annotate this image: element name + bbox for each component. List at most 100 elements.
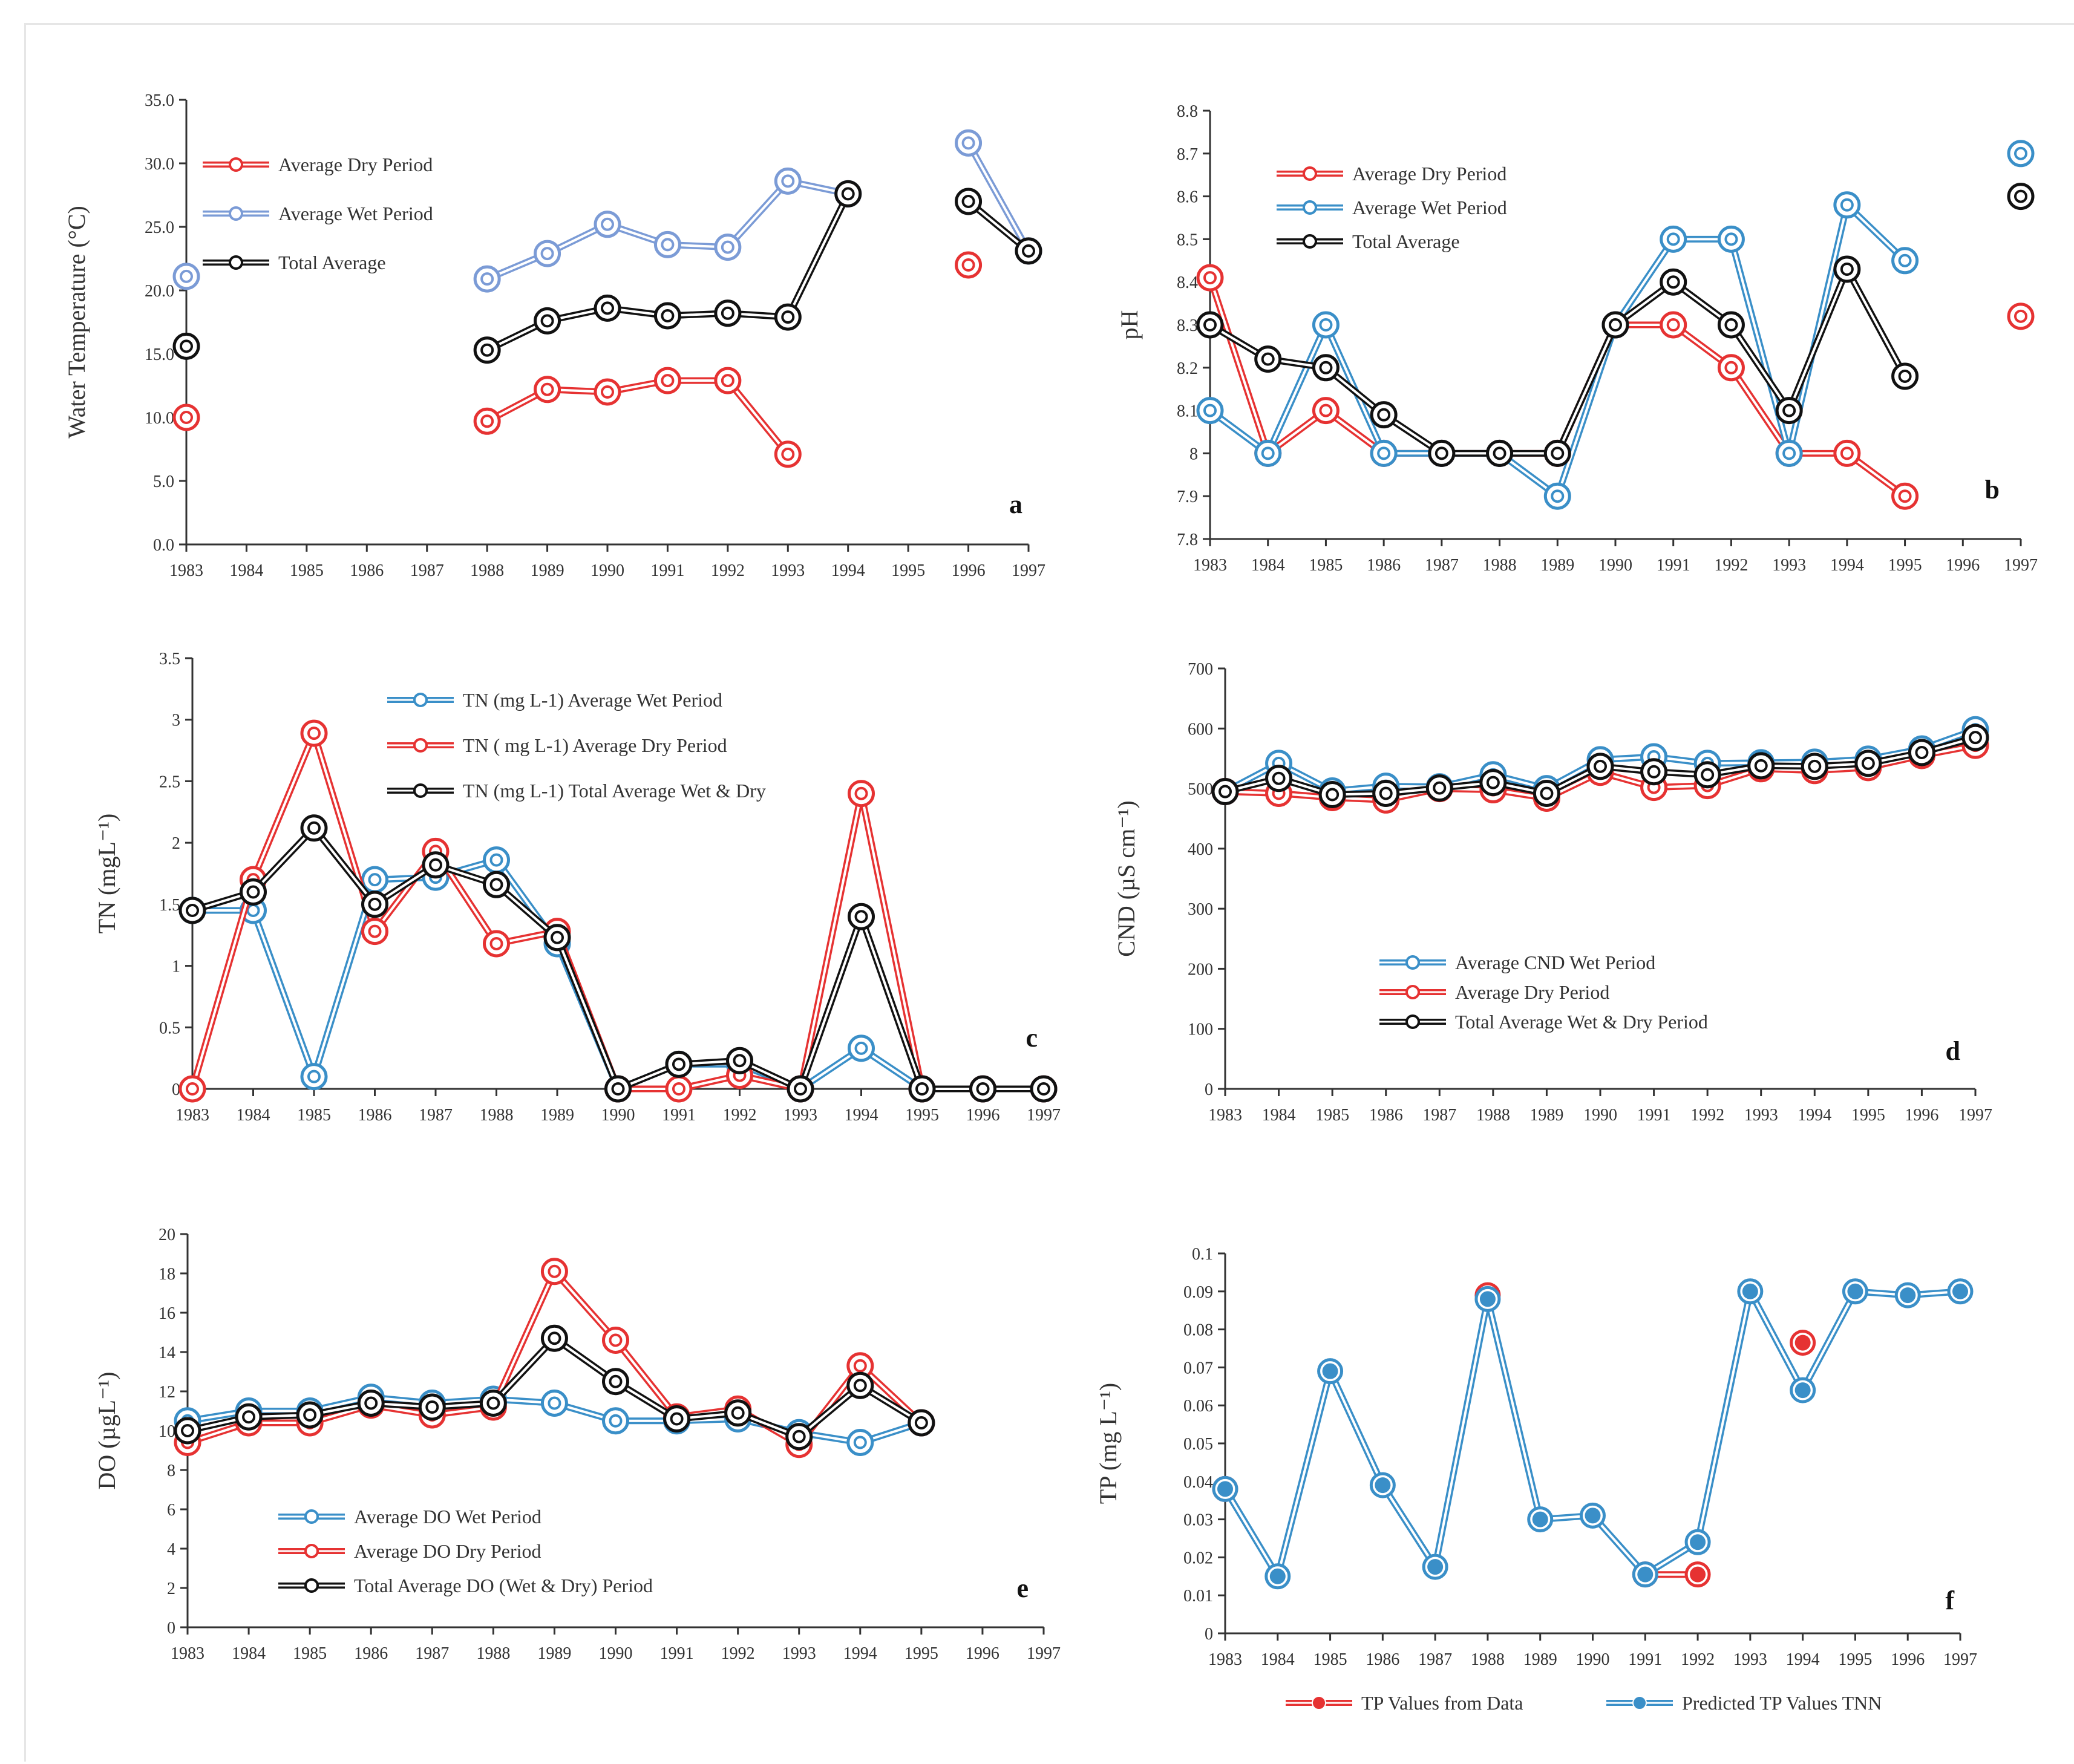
y-tick-label: 0.05 bbox=[1183, 1435, 1213, 1454]
x-tick-label: 1989 bbox=[531, 561, 564, 580]
legend-label: Average DO Wet Period bbox=[354, 1506, 541, 1527]
x-tick-label: 1995 bbox=[905, 1644, 938, 1663]
panel-label: f bbox=[1945, 1586, 1955, 1615]
data-point-fill bbox=[1794, 1334, 1811, 1351]
data-point-inner bbox=[180, 411, 193, 424]
data-point-inner bbox=[242, 1410, 256, 1424]
legend-marker bbox=[304, 1544, 319, 1558]
data-point-inner bbox=[480, 414, 494, 428]
data-point-inner bbox=[1261, 352, 1275, 366]
x-tick-label: 1984 bbox=[237, 1106, 270, 1125]
series-0 bbox=[1212, 1282, 1816, 1588]
x-tick-label: 1990 bbox=[1576, 1650, 1610, 1669]
y-tick-label: 700 bbox=[1188, 660, 1213, 679]
y-tick-label: 0 bbox=[167, 1619, 175, 1638]
x-tick-label: 1993 bbox=[1733, 1650, 1767, 1669]
y-tick-label: 20.0 bbox=[145, 282, 174, 301]
legend-marker bbox=[1405, 955, 1420, 970]
x-tick-label: 1985 bbox=[1315, 1106, 1349, 1125]
x-tick-label: 1989 bbox=[537, 1644, 571, 1663]
y-tick-label: 8 bbox=[1189, 445, 1198, 463]
data-point-inner bbox=[1666, 318, 1680, 332]
data-point-inner bbox=[1203, 403, 1217, 417]
data-point-fill bbox=[1532, 1511, 1548, 1527]
panel-label: c bbox=[1026, 1023, 1038, 1053]
x-tick-label: 1986 bbox=[358, 1106, 392, 1125]
data-point-fill bbox=[1585, 1508, 1601, 1524]
data-point-inner bbox=[601, 385, 614, 399]
legend-label: Total Average Wet & Dry Period bbox=[1455, 1011, 1708, 1033]
legend-marker bbox=[304, 1578, 319, 1593]
data-point-inner bbox=[1540, 786, 1554, 800]
panel-a: 0.0 5.0 10.0 15.0 20.0 25.0 30.0 35.0 1983 1984 19… bbox=[63, 91, 1045, 580]
data-point-inner bbox=[551, 930, 564, 944]
data-point-inner bbox=[303, 1408, 317, 1422]
legend-label: TP Values from Data bbox=[1361, 1692, 1523, 1714]
y-axis-title: TP (mg L⁻¹) bbox=[1094, 1383, 1122, 1504]
x-tick-label: 1997 bbox=[1958, 1106, 1992, 1125]
x-tick-label: 1991 bbox=[1628, 1650, 1662, 1669]
legend-label: TN ( mg L-1) Average Dry Period bbox=[463, 734, 727, 756]
data-point-inner bbox=[1377, 446, 1391, 460]
data-point-inner bbox=[1326, 788, 1340, 802]
data-point-inner bbox=[611, 1082, 625, 1096]
data-point-inner bbox=[1724, 318, 1738, 332]
y-tick-label: 7.9 bbox=[1177, 488, 1198, 506]
y-axis-title: DO (µgL⁻¹) bbox=[93, 1372, 120, 1490]
y-tick-label: 6 bbox=[167, 1501, 175, 1520]
x-tick-label: 1992 bbox=[721, 1644, 755, 1663]
data-point-inner bbox=[841, 187, 855, 201]
x-tick-label: 1997 bbox=[2004, 556, 2038, 575]
x-tick-label: 1997 bbox=[1012, 561, 1045, 580]
data-point-inner bbox=[1782, 446, 1796, 460]
y-tick-label: 300 bbox=[1188, 900, 1213, 919]
legend: TN (mg L-1) Average Wet Period TN ( mg L-… bbox=[387, 689, 766, 802]
y-tick-label: 8.4 bbox=[1177, 273, 1198, 292]
series-1 bbox=[172, 129, 1042, 293]
data-point-inner bbox=[853, 1359, 867, 1373]
data-point-inner bbox=[854, 910, 868, 924]
data-point-inner bbox=[1319, 361, 1333, 374]
data-point-inner bbox=[1808, 759, 1822, 773]
data-point-inner bbox=[661, 309, 675, 322]
x-tick-label: 1990 bbox=[1583, 1106, 1617, 1125]
x-tick-label: 1988 bbox=[1476, 1106, 1510, 1125]
data-point-inner bbox=[1666, 232, 1680, 246]
x-tick-label: 1995 bbox=[1838, 1650, 1872, 1669]
y-tick-label: 2 bbox=[167, 1579, 175, 1598]
y-tick-label: 0.1 bbox=[1192, 1245, 1213, 1264]
y-tick-label: 8.3 bbox=[1177, 316, 1198, 335]
series-0 bbox=[178, 846, 1058, 1103]
data-point-inner bbox=[1037, 1082, 1050, 1096]
y-tick-label: 14 bbox=[159, 1344, 175, 1362]
x-tick-label: 1989 bbox=[540, 1106, 574, 1125]
y-tick-label: 4 bbox=[167, 1540, 175, 1559]
data-point-inner bbox=[961, 136, 975, 150]
x-tick-label: 1996 bbox=[1946, 556, 1980, 575]
legend-label: Average DO Dry Period bbox=[354, 1540, 541, 1562]
series-line-outer bbox=[1222, 1288, 1964, 1580]
legend-label: Average CND Wet Period bbox=[1455, 952, 1655, 973]
data-point-fill bbox=[1847, 1283, 1863, 1299]
y-tick-label: 0.04 bbox=[1183, 1473, 1213, 1492]
data-point-fill bbox=[1794, 1382, 1811, 1399]
data-point-fill bbox=[1479, 1291, 1496, 1307]
y-axis-title: pH bbox=[1116, 310, 1143, 340]
data-point-inner bbox=[1840, 262, 1854, 276]
x-tick-label: 1991 bbox=[1637, 1106, 1671, 1125]
legend-label: Total Average bbox=[278, 252, 386, 273]
data-point-inner bbox=[1647, 765, 1661, 779]
data-point-inner bbox=[721, 240, 734, 254]
data-point-fill bbox=[1269, 1568, 1286, 1584]
y-tick-label: 0.01 bbox=[1183, 1587, 1213, 1606]
y-tick-label: 8.8 bbox=[1177, 102, 1198, 121]
panel-d: 0 100 200 300 400 500 600 700 1983 1984 1985 1986 19… bbox=[1113, 660, 1992, 1125]
data-point-inner bbox=[853, 1379, 867, 1393]
x-tick-label: 1990 bbox=[590, 561, 624, 580]
data-point-fill bbox=[1900, 1287, 1916, 1304]
data-point-inner bbox=[480, 272, 494, 286]
x-tick-label: 1983 bbox=[175, 1106, 209, 1125]
y-tick-label: 8.6 bbox=[1177, 188, 1198, 207]
data-point-inner bbox=[1898, 489, 1912, 503]
